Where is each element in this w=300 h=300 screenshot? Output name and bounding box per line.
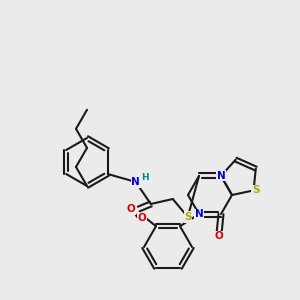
Text: O: O: [214, 231, 224, 241]
Text: N: N: [217, 171, 225, 181]
Text: H: H: [141, 172, 148, 182]
Text: S: S: [184, 212, 191, 222]
Text: O: O: [138, 213, 146, 223]
Text: S: S: [252, 185, 259, 195]
Text: O: O: [126, 204, 135, 214]
Text: N: N: [195, 209, 203, 219]
Text: N: N: [131, 177, 140, 187]
